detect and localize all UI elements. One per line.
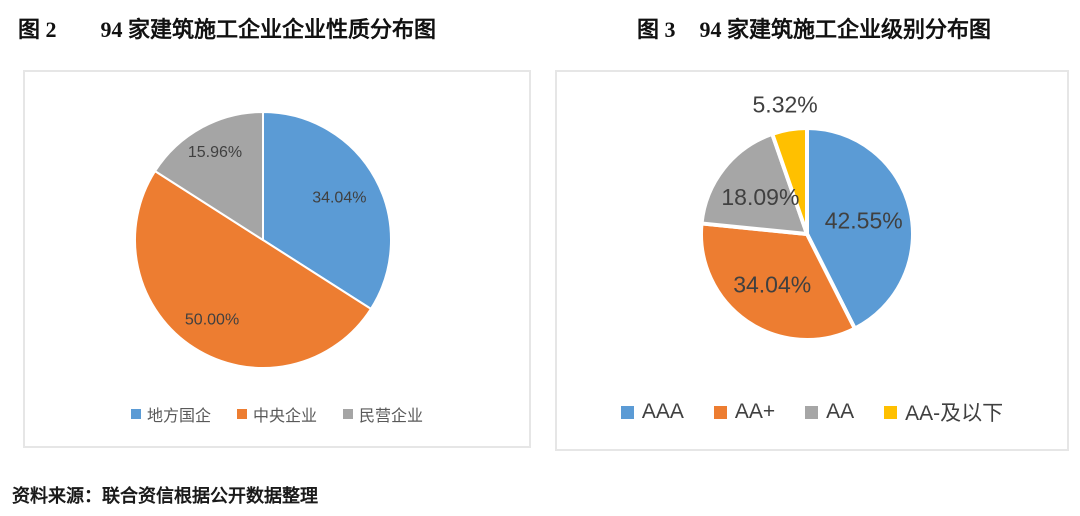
pie-data-label-中央企业: 50.00% [185,311,239,328]
pie-slice-中央企业 [134,170,372,369]
pie-data-label-AA+: 34.04% [733,272,811,298]
legend-swatch-icon [620,405,634,419]
legend-label: AAA [641,400,684,423]
pie-slice-AA-及以下 [770,126,809,236]
legend-item-AAA: AAA [620,400,684,424]
legend-item-民营企业: 民营企业 [343,402,423,426]
legend-label: AA-及以下 [905,402,1004,425]
pie-data-label-AA-及以下: 5.32% [753,91,818,117]
pie-slice-AAA [805,126,915,331]
legend-label: AA+ [734,400,776,423]
legend-swatch-icon [130,409,141,419]
figure3-number-label: 图 3 [637,17,676,42]
figure3-title: 94 家建筑施工企业级别分布图 [699,17,992,42]
pie-slice-民营企业 [154,111,264,241]
figure2-title: 94 家建筑施工企业企业性质分布图 [100,17,437,42]
legend-enterprise-nature: 地方国企 中央企业 民营企业 [25,402,529,426]
legend-item-地方国企: 地方国企 [130,402,211,426]
pie-data-label-AA: 18.09% [721,184,799,210]
figure2-title-row: 图 2 94 家建筑施工企业企业性质分布图 [18,12,436,44]
pie-data-label-地方国企: 34.04% [312,190,366,207]
source-note: 资料来源：联合资信根据公开数据整理 [12,486,318,506]
chart-panel-figure2: 34.04% 50.00% 15.96% 地方国企 中央企业 民营企业 [23,70,531,448]
legend-swatch-icon [236,409,247,419]
figure3-title-row: 图 3 94 家建筑施工企业级别分布图 [637,12,991,44]
legend-item-中央企业: 中央企业 [236,402,317,426]
legend-swatch-icon [343,409,353,419]
legend-swatch-icon [805,405,819,419]
legend-label: 民营企业 [359,408,424,425]
pie-data-label-AAA: 42.55% [825,207,903,233]
pie-slice-AA+ [699,221,857,342]
legend-item-AA: AA [805,400,854,424]
pie-chart-rating-level: 42.55% 34.04% 18.09% 5.32% [699,91,915,342]
legend-label: 地方国企 [146,408,211,425]
legend-label: AA [826,400,855,423]
legend-swatch-icon [884,405,898,419]
pie-chart-enterprise-nature: 34.04% 50.00% 15.96% [134,111,392,369]
pie-data-label-民营企业: 15.96% [188,144,242,161]
figure2-number-label: 图 2 [18,17,57,42]
legend-item-AA+: AA+ [713,400,776,424]
legend-swatch-icon [713,405,727,419]
chart-panel-figure3: 42.55% 34.04% 18.09% 5.32% AAA AA+ AA AA-及以下 [555,70,1069,451]
legend-label: 中央企业 [252,408,317,425]
legend-item-AA-及以下: AA-及以下 [884,397,1003,427]
legend-rating-level: AAA AA+ AA AA-及以下 [557,397,1067,427]
